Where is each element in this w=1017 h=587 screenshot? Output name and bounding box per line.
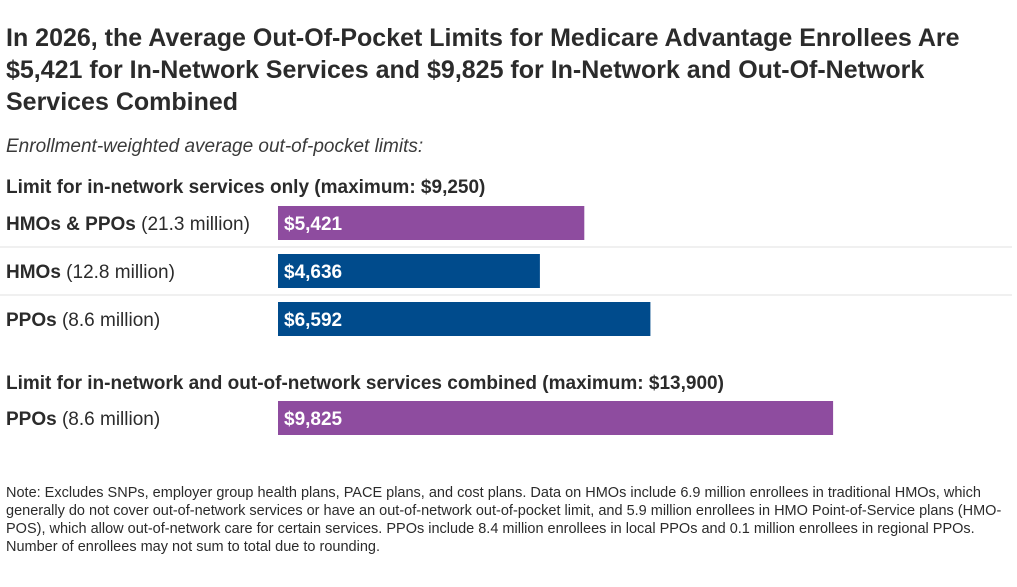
category-label: PPOs (8.6 million) <box>6 409 160 430</box>
group-title: Limit for in-network services only (maxi… <box>6 177 485 198</box>
group-title: Limit for in-network and out-of-network … <box>6 373 724 394</box>
data-label: $4,636 <box>284 262 342 283</box>
data-label: $6,592 <box>284 310 342 331</box>
bar <box>278 206 585 240</box>
data-label: $5,421 <box>284 214 343 235</box>
category-label: HMOs (12.8 million) <box>6 262 175 283</box>
chart-subtitle: Enrollment-weighted average out-of-pocke… <box>6 136 424 157</box>
chart-title: In 2026, the Average Out-Of-Pocket Limit… <box>6 24 960 116</box>
category-label-count: (12.8 million) <box>61 262 175 283</box>
bar <box>278 401 834 435</box>
bar-chart: Limit for in-network services only (maxi… <box>0 177 1012 435</box>
category-label: HMOs & PPOs (21.3 million) <box>6 214 250 235</box>
data-label: $9,825 <box>284 409 343 430</box>
category-label-name: HMOs <box>6 262 61 283</box>
category-label-name: PPOs <box>6 409 57 430</box>
category-label: PPOs (8.6 million) <box>6 310 160 331</box>
category-label-count: (21.3 million) <box>136 214 250 235</box>
category-label-count: (8.6 million) <box>57 310 160 331</box>
category-label-name: PPOs <box>6 310 57 331</box>
category-label-count: (8.6 million) <box>57 409 160 430</box>
category-label-name: HMOs & PPOs <box>6 214 136 235</box>
bar <box>278 302 651 336</box>
chart-note: Note: Excludes SNPs, employer group heal… <box>6 485 1002 555</box>
bar <box>278 254 540 288</box>
